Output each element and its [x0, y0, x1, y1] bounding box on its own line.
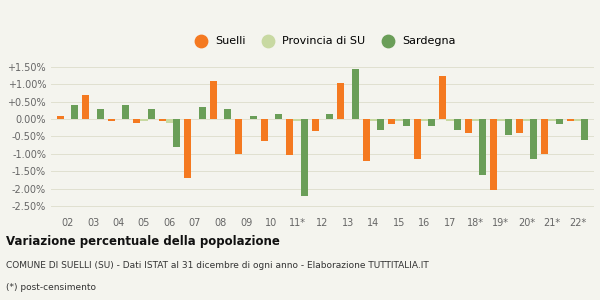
- Bar: [541, 119, 548, 154]
- Bar: [530, 119, 537, 159]
- Bar: [414, 119, 421, 159]
- Bar: [523, 119, 530, 121]
- Bar: [224, 109, 231, 119]
- Bar: [173, 119, 180, 147]
- Bar: [465, 119, 472, 133]
- Bar: [363, 119, 370, 161]
- Legend: Suelli, Provincia di SU, Sardegna: Suelli, Provincia di SU, Sardegna: [185, 32, 460, 51]
- Bar: [301, 119, 308, 196]
- Bar: [446, 119, 454, 121]
- Bar: [293, 119, 301, 121]
- Bar: [516, 119, 523, 133]
- Bar: [428, 119, 435, 126]
- Bar: [235, 119, 242, 154]
- Bar: [312, 119, 319, 131]
- Bar: [370, 119, 377, 121]
- Bar: [71, 105, 78, 119]
- Bar: [82, 95, 89, 119]
- Bar: [159, 119, 166, 121]
- Bar: [581, 119, 588, 140]
- Bar: [472, 119, 479, 121]
- Bar: [574, 119, 581, 121]
- Bar: [377, 119, 384, 130]
- Bar: [286, 119, 293, 154]
- Bar: [337, 82, 344, 119]
- Bar: [184, 119, 191, 178]
- Bar: [567, 119, 574, 121]
- Bar: [250, 116, 257, 119]
- Bar: [275, 114, 282, 119]
- Bar: [454, 119, 461, 130]
- Bar: [479, 119, 486, 175]
- Text: (*) post-censimento: (*) post-censimento: [6, 283, 96, 292]
- Bar: [505, 119, 512, 135]
- Bar: [497, 119, 505, 121]
- Text: Variazione percentuale della popolazione: Variazione percentuale della popolazione: [6, 235, 280, 248]
- Bar: [140, 119, 148, 121]
- Bar: [166, 119, 173, 123]
- Bar: [210, 81, 217, 119]
- Bar: [490, 119, 497, 190]
- Bar: [108, 119, 115, 121]
- Bar: [261, 119, 268, 141]
- Bar: [97, 109, 104, 119]
- Text: COMUNE DI SUELLI (SU) - Dati ISTAT al 31 dicembre di ogni anno - Elaborazione TU: COMUNE DI SUELLI (SU) - Dati ISTAT al 31…: [6, 262, 429, 271]
- Bar: [548, 119, 556, 121]
- Bar: [421, 119, 428, 121]
- Bar: [388, 119, 395, 124]
- Bar: [326, 114, 333, 119]
- Bar: [395, 119, 403, 121]
- Bar: [439, 76, 446, 119]
- Bar: [133, 119, 140, 123]
- Bar: [556, 119, 563, 124]
- Bar: [352, 69, 359, 119]
- Bar: [403, 119, 410, 126]
- Bar: [57, 116, 64, 119]
- Bar: [122, 105, 129, 119]
- Bar: [199, 107, 206, 119]
- Bar: [148, 109, 155, 119]
